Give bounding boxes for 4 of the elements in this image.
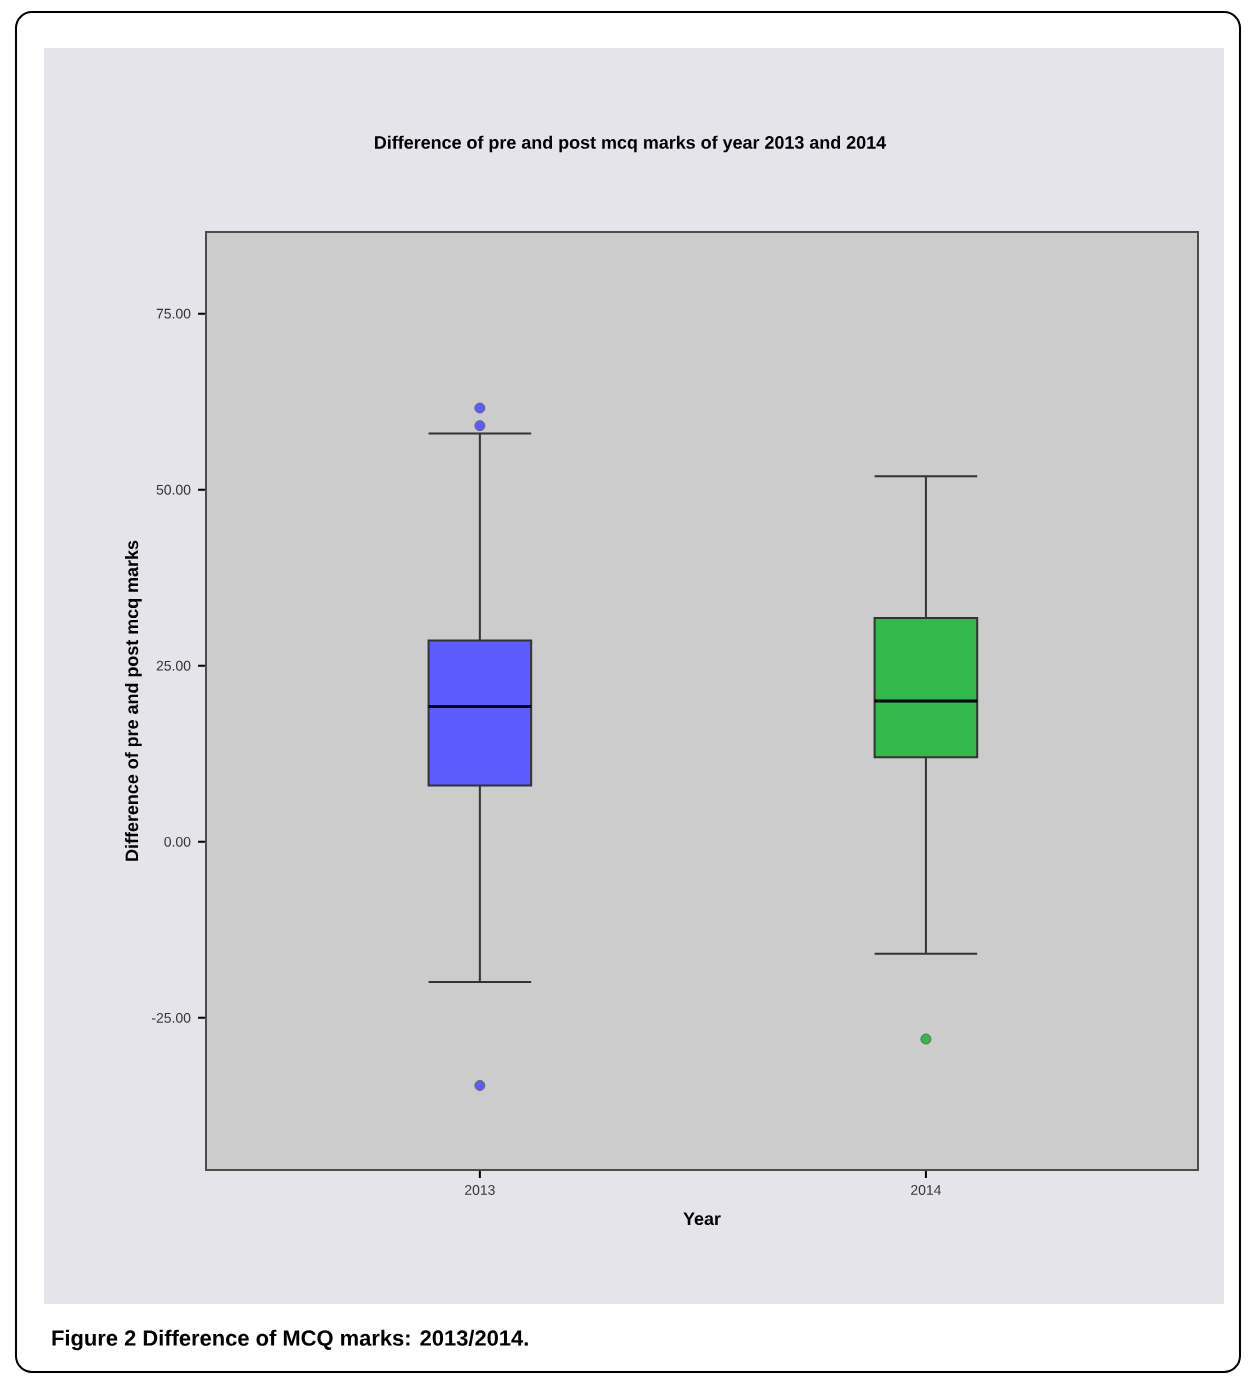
caption: Figure 2 Difference of MCQ marks: 2013/2014. — [52, 1329, 528, 1351]
y-axis-title: Difference of pre and post mcq marks — [125, 540, 142, 861]
chart-title: Difference of pre and post mcq marks of year 2013 and 2014 — [375, 135, 886, 153]
x-axis-title: Year — [683, 1212, 721, 1226]
